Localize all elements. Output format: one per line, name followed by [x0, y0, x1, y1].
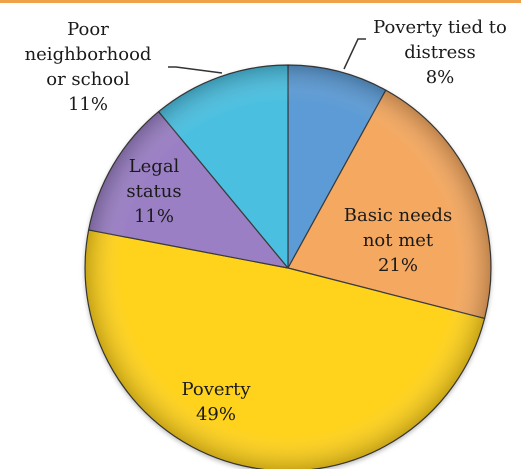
slice-label-4: Legal status 11%	[126, 156, 181, 227]
slice-label-5: Poor neighborhood or school 11%	[25, 19, 152, 115]
leader-line-5	[168, 66, 223, 74]
slice-label-line: neighborhood	[25, 44, 152, 65]
slice-label-1: Poverty tied to distress 8%	[373, 17, 507, 88]
slice-percent: 11%	[134, 206, 174, 227]
slice-label-line: Basic needs	[344, 205, 452, 226]
slice-label-line: not met	[363, 230, 434, 251]
slice-label-line: Legal	[129, 156, 180, 177]
slice-label-line: Poverty tied to	[373, 17, 507, 38]
leader-lines	[168, 38, 366, 74]
slice-label-line: Poor	[67, 19, 109, 40]
leader-line-1	[343, 38, 366, 70]
slice-label-line: Poverty	[181, 379, 251, 400]
slice-percent: 49%	[196, 404, 236, 425]
slice-label-line: status	[126, 181, 181, 202]
slice-label-2: Basic needs not met 21%	[344, 205, 452, 276]
slice-labels: Poverty tied to distress 8% Basic needs not …	[25, 17, 507, 425]
slice-label-3: Poverty 49%	[181, 379, 251, 425]
slice-percent: 8%	[426, 67, 455, 88]
pie-slices	[84, 64, 492, 469]
slice-percent: 21%	[378, 255, 418, 276]
slice-label-line: or school	[46, 69, 130, 90]
slice-percent: 11%	[68, 94, 108, 115]
slice-label-line: distress	[404, 42, 475, 63]
pie-chart: Poverty tied to distress 8% Basic needs not …	[25, 17, 507, 469]
